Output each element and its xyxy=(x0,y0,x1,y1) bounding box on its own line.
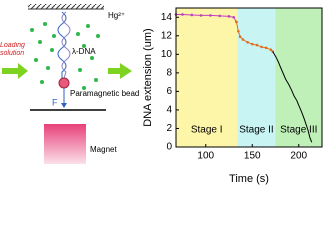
y-axis-label: DNA extension (um) xyxy=(142,28,154,126)
y-tick-label: 12 xyxy=(161,30,173,41)
stage-region xyxy=(176,8,238,147)
data-point xyxy=(246,40,249,44)
dna-label: λ-DNA xyxy=(72,47,96,56)
y-tick-label: 4 xyxy=(166,105,172,116)
stage-region xyxy=(237,8,276,147)
x-tick-label: 150 xyxy=(244,151,261,162)
diagram: Hg²⁺ λ-DNA Paramagnetic bead F Magnet Lo… xyxy=(0,4,139,164)
ion-label: Hg²⁺ xyxy=(108,11,125,20)
magnet-label: Magnet xyxy=(90,145,117,154)
x-axis-label: Time (s) xyxy=(229,173,269,185)
data-point xyxy=(237,29,240,33)
stage-label: Stage II xyxy=(239,125,273,136)
data-point xyxy=(227,15,231,18)
bead-label: Paramagnetic bead xyxy=(70,89,139,98)
bead xyxy=(58,77,70,89)
data-point xyxy=(269,48,273,51)
y-tick-label: 8 xyxy=(166,68,172,79)
data-point xyxy=(241,38,245,41)
data-point xyxy=(260,45,263,49)
dna-strand xyxy=(61,11,71,79)
surface xyxy=(28,4,104,9)
x-tick-label: 200 xyxy=(290,151,307,162)
magnet xyxy=(44,124,86,164)
stage-region xyxy=(275,8,322,147)
chart: Stage I Stage II Stage III 0 2 4 6 8 10 12 14 100 15… xyxy=(142,7,323,185)
inlet-box: Loading solution xyxy=(0,42,25,57)
inlet-label: Loading solution xyxy=(0,42,25,57)
data-point xyxy=(238,35,242,39)
inlet-arrow xyxy=(2,63,28,79)
force-label: F xyxy=(52,97,58,107)
dna-strand xyxy=(57,11,67,78)
data-point xyxy=(209,14,212,17)
y-tick-label: 14 xyxy=(161,12,173,23)
data-point xyxy=(255,43,259,47)
step-arrow xyxy=(108,63,132,79)
data-point xyxy=(250,42,254,46)
stage-label: Stage I xyxy=(191,125,223,136)
data-point xyxy=(218,14,222,18)
data-point xyxy=(235,20,238,24)
data-point xyxy=(190,13,194,17)
data-point xyxy=(181,13,184,16)
y-tick-label: 10 xyxy=(161,49,173,60)
figure: Hg²⁺ λ-DNA Paramagnetic bead F Magnet Lo… xyxy=(0,4,323,185)
data-point xyxy=(199,14,203,17)
data-point xyxy=(232,15,235,19)
plot-frame xyxy=(175,7,323,148)
x-tick-label: 100 xyxy=(197,151,214,162)
y-tick-label: 0 xyxy=(166,142,172,153)
data-line xyxy=(272,51,313,143)
ions xyxy=(30,22,100,90)
page: Hg²⁺ λ-DNA Paramagnetic bead F Magnet Lo… xyxy=(0,4,323,185)
data-point xyxy=(264,46,268,50)
y-tick-label: 2 xyxy=(166,123,172,134)
stage-label: Stage III xyxy=(280,125,317,136)
y-tick-label: 6 xyxy=(166,86,172,97)
force-arrowhead xyxy=(61,103,67,108)
